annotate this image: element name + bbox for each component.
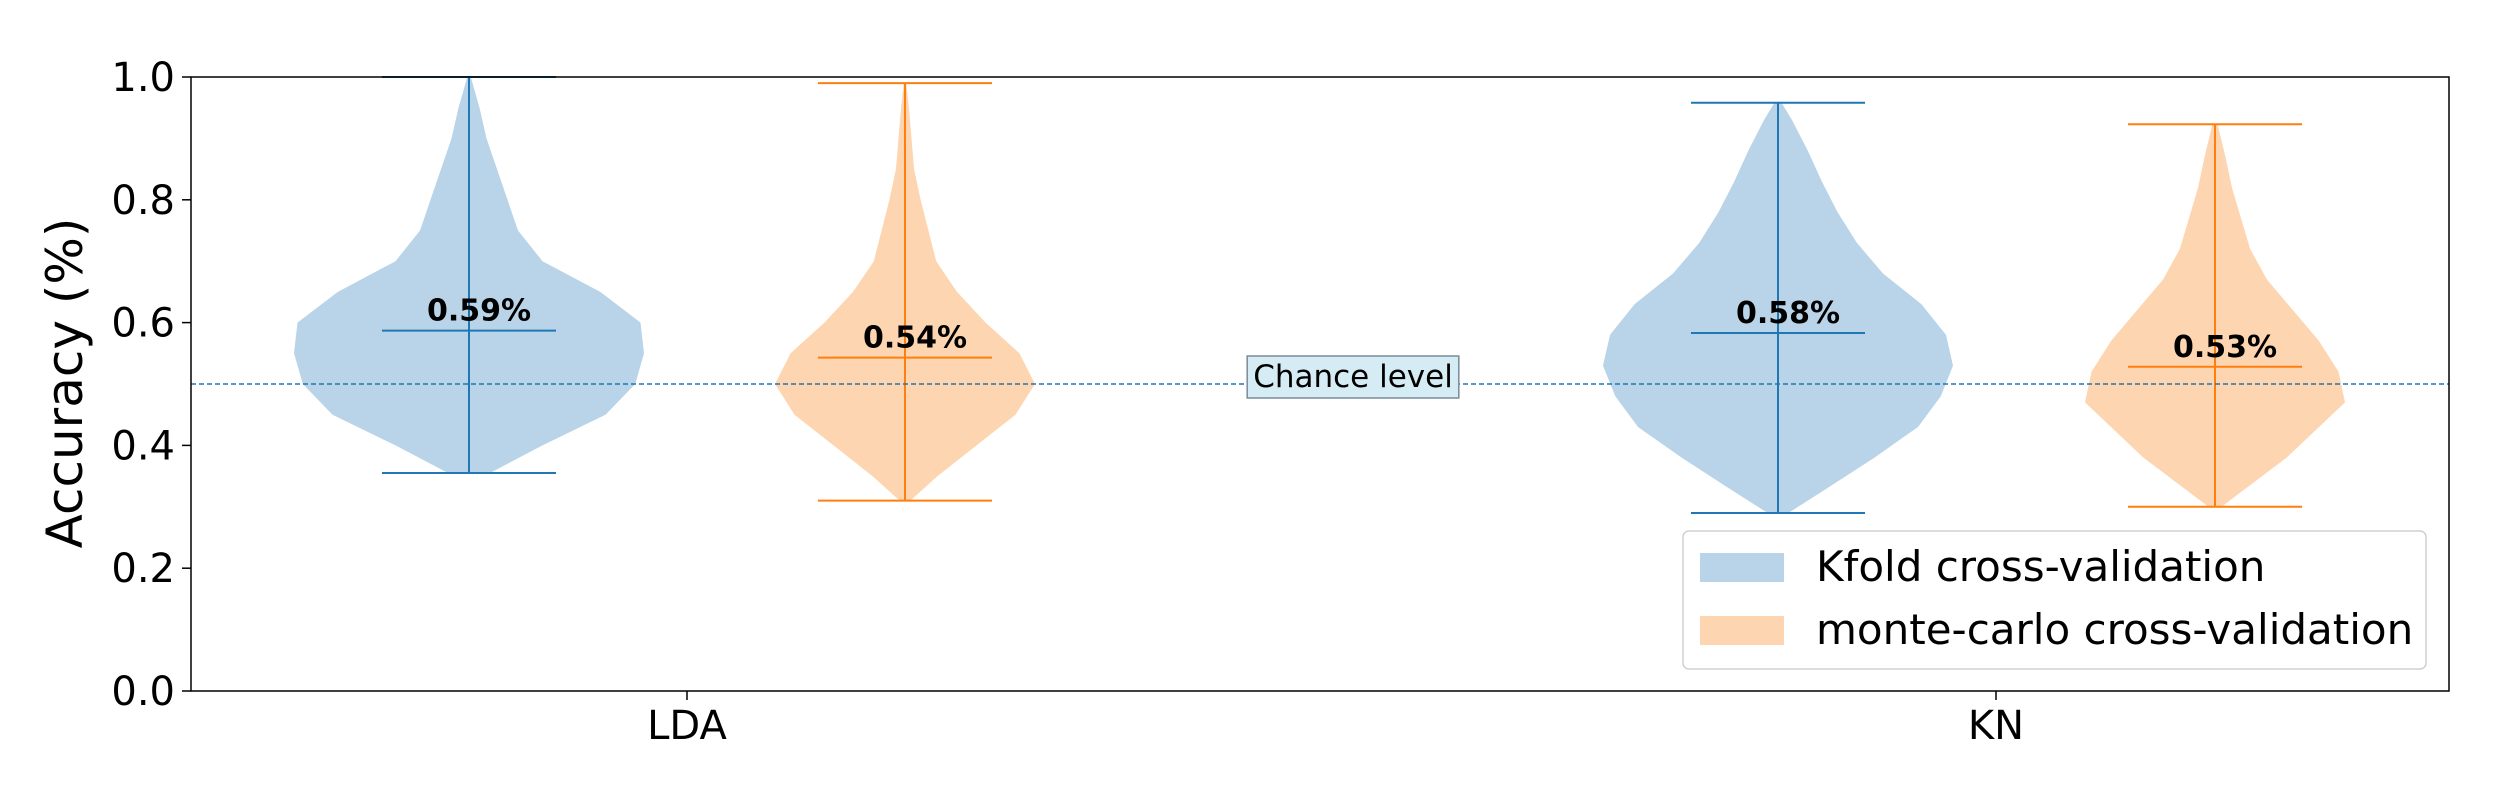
y-tick-label: 0.8 (111, 178, 175, 224)
mean-label-kfold-lda: 0.59% (427, 294, 531, 329)
chance-level-box (1246, 355, 1460, 399)
legend-label-kfold: Kfold cross-validation (1816, 542, 2265, 591)
y-tick-label: 0.0 (111, 669, 175, 715)
legend-label-montecarlo: monte-carlo cross-validation (1816, 605, 2413, 654)
plot-frame (190, 76, 2450, 692)
y-axis-title: Accuracy (%) (36, 218, 94, 549)
mean-label-montecarlo-kn: 0.53% (2173, 330, 2277, 365)
violins-layer: 0.59% 0.58% 0.54% 0.53% (294, 76, 2345, 514)
chance-level-label: Chance level (1253, 359, 1453, 395)
mean-label-montecarlo-lda: 0.54% (863, 321, 967, 356)
x-tick-label-kn: KN (1968, 703, 2024, 749)
y-tick-label: 0.2 (111, 546, 175, 592)
legend-swatch-montecarlo (1700, 616, 1784, 645)
legend-swatch-kfold (1700, 553, 1784, 582)
y-tick-label: 1.0 (111, 55, 175, 101)
chance-level-layer: Chance level (191, 355, 2449, 399)
y-tick-label: 0.4 (111, 423, 175, 469)
legend: Kfold cross-validation monte-carlo cross-… (1682, 530, 2427, 670)
x-tick-label-lda: LDA (647, 703, 727, 749)
mean-label-kfold-kn: 0.58% (1736, 296, 1840, 331)
y-tick-label: 0.6 (111, 301, 175, 347)
legend-box (1682, 530, 2427, 670)
axes-layer: 0.0 0.2 0.4 0.6 0.8 1.0 LDA KN (111, 55, 2450, 749)
